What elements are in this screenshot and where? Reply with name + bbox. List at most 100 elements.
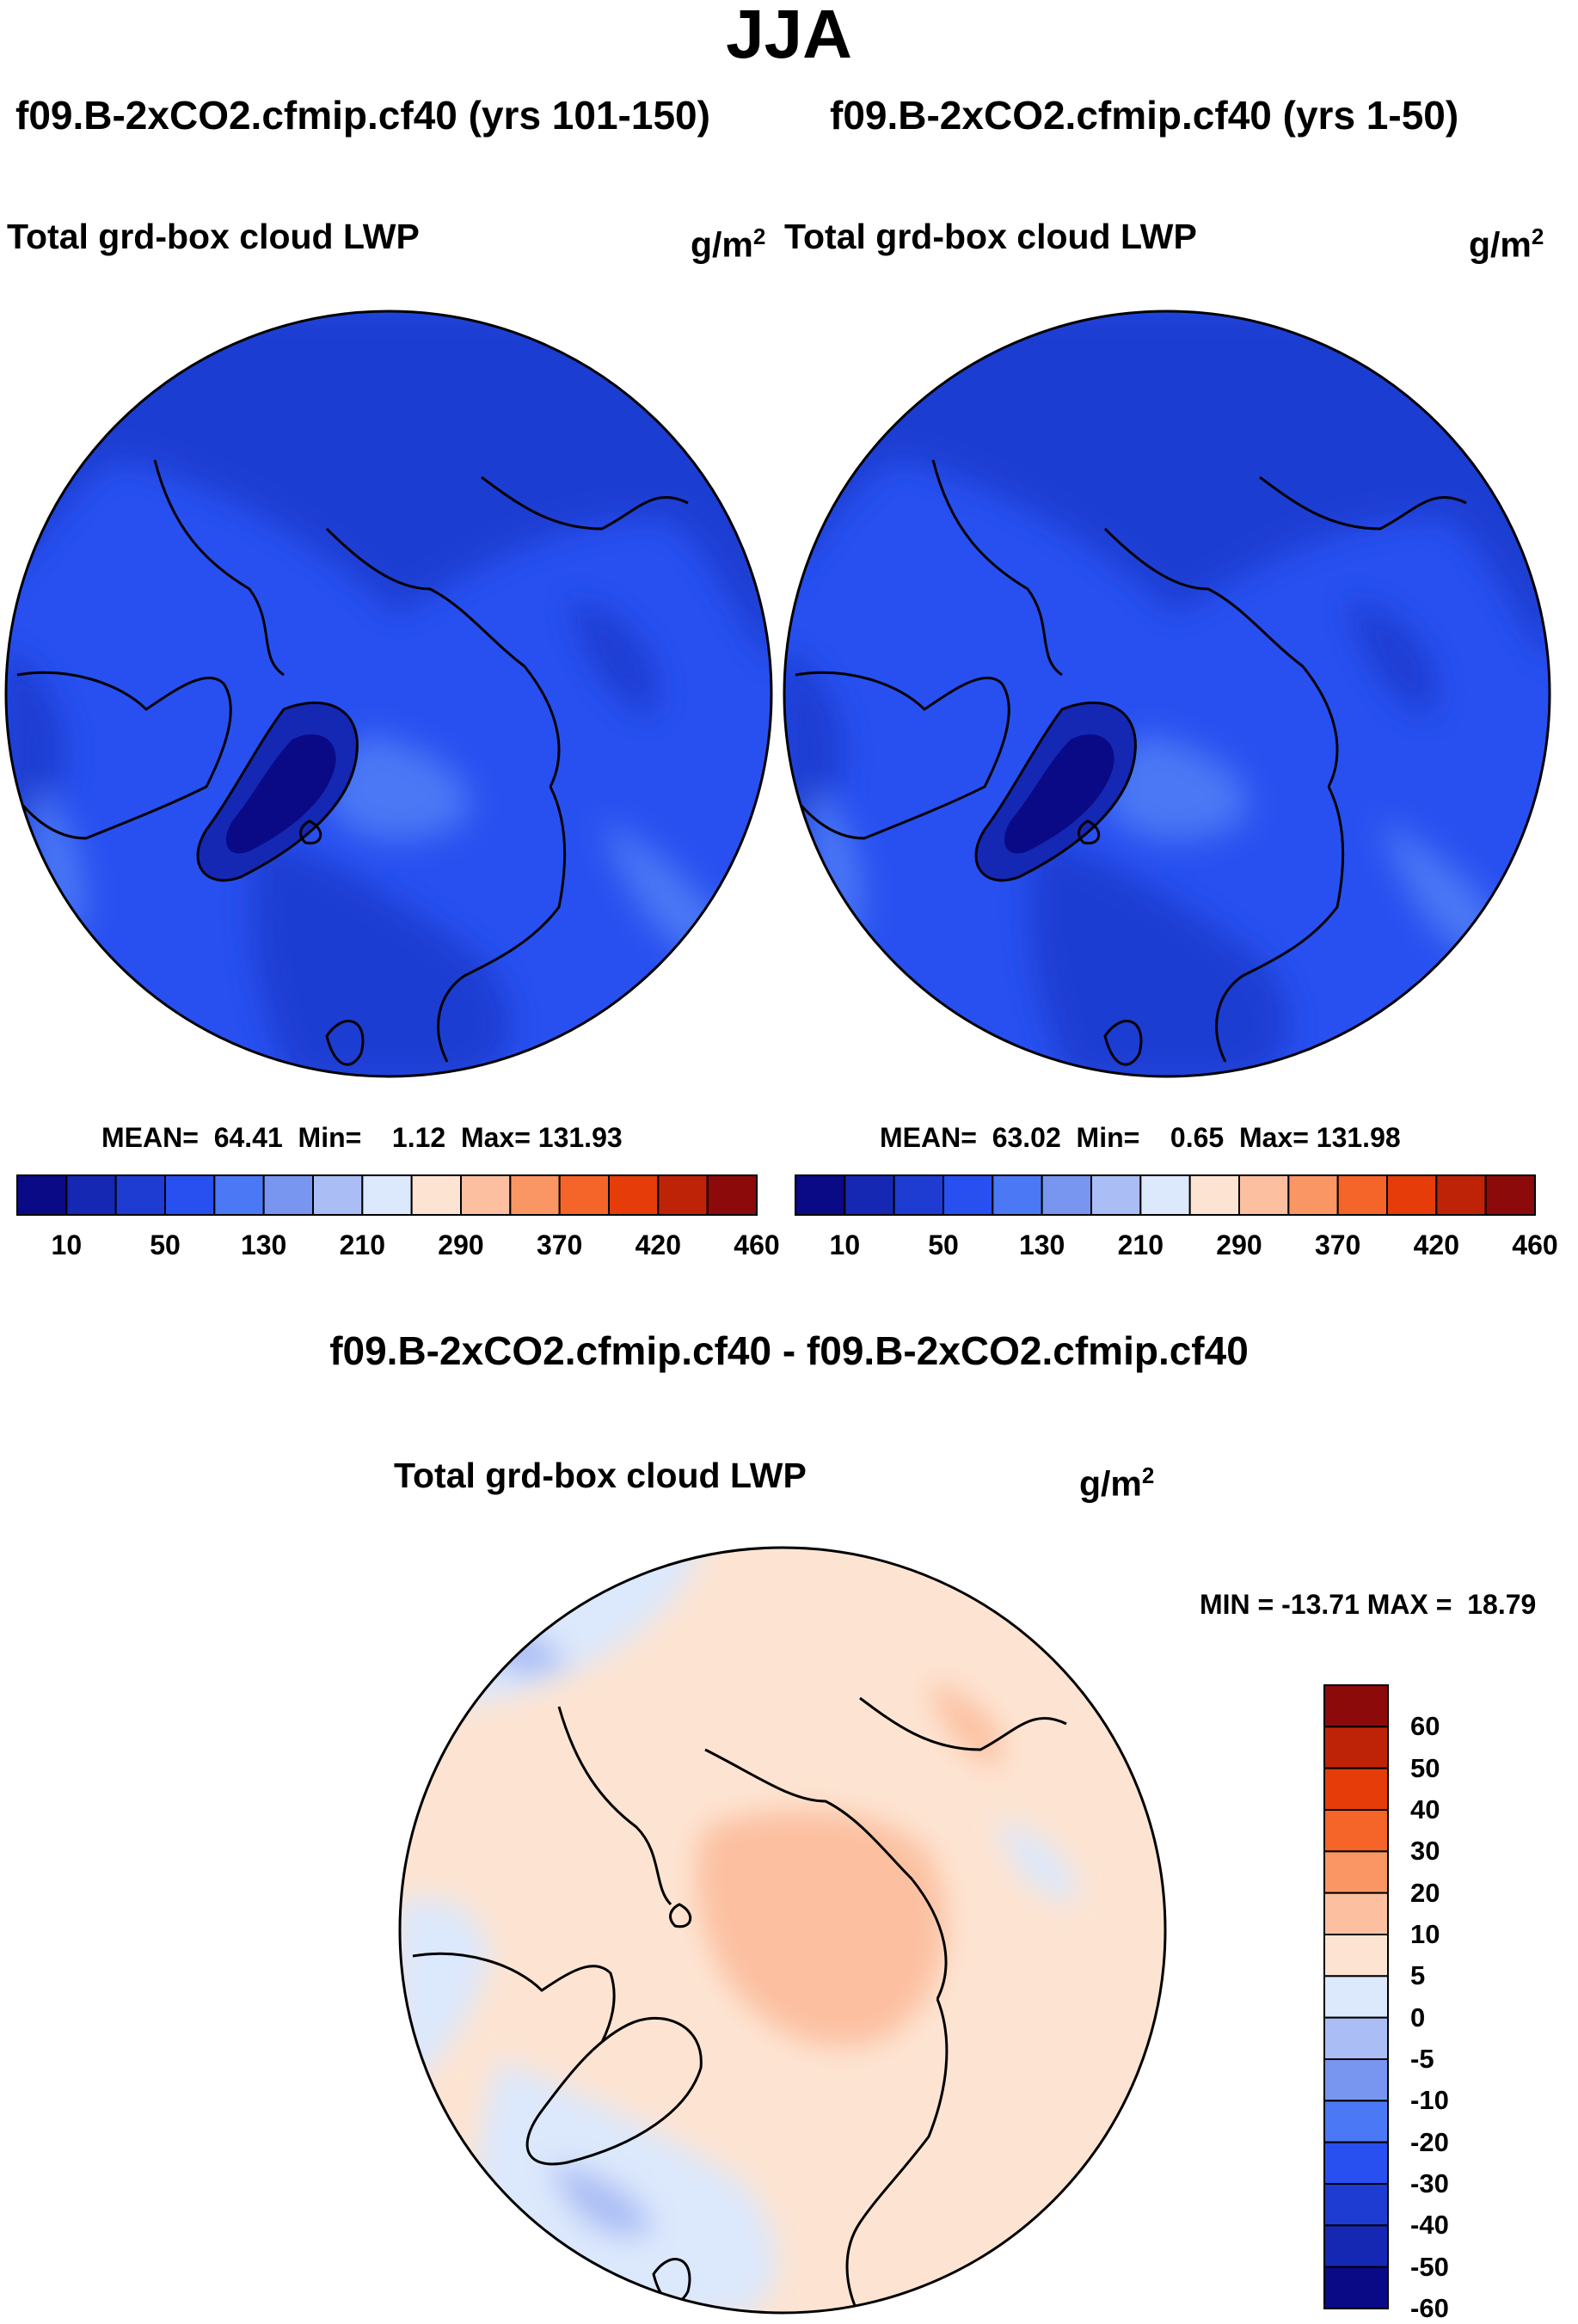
colorbar-cells xyxy=(795,1174,1537,1216)
diff-region-positive-arctic xyxy=(696,1810,946,2047)
colorbar-cell xyxy=(361,1174,413,1216)
colorbar-cell xyxy=(608,1174,660,1216)
colorbar-tick-label: 460 xyxy=(734,1229,780,1260)
colorbar-cell xyxy=(1336,1174,1389,1216)
colorbar-tick-label: 30 xyxy=(1410,1836,1440,1867)
colorbar-cell xyxy=(844,1174,895,1216)
colorbar-cell xyxy=(16,1174,68,1216)
colorbar-tick-label: 210 xyxy=(339,1229,386,1260)
colorbar-tick-label: 0 xyxy=(1410,2002,1426,2033)
colorbar-tick-label: 210 xyxy=(1117,1229,1164,1260)
colorbar-cell xyxy=(1323,1809,1389,1853)
colorbar-tick-label: 50 xyxy=(1410,1752,1440,1783)
map-boundary-circle xyxy=(398,1546,1167,2315)
colorbar-cell xyxy=(1287,1174,1339,1216)
colorbar-tick-label: 130 xyxy=(240,1229,287,1260)
colorbar-tick-label: 60 xyxy=(1410,1711,1440,1742)
lwp-region-south xyxy=(251,838,512,1076)
lwp-region-atlantic xyxy=(327,735,470,840)
colorbar-cell xyxy=(1323,2224,1389,2268)
colorbar-cell xyxy=(509,1174,561,1216)
colorbar-tick-label: 5 xyxy=(1410,1960,1426,1991)
colorbar-tick-label: -30 xyxy=(1410,2168,1449,2198)
colorbar-cell xyxy=(1386,1174,1438,1216)
colorbar-tick-label: 460 xyxy=(1512,1229,1558,1260)
colorbar-tick-label: -5 xyxy=(1410,2044,1434,2074)
lwp-region-atlantic xyxy=(1105,735,1248,840)
colorbar-cell xyxy=(1323,1684,1389,1728)
lwp-region-north xyxy=(784,311,1550,666)
panel-1-variable-label: Total grd-box cloud LWP xyxy=(7,217,420,256)
colorbar-cell xyxy=(1188,1174,1240,1216)
colorbar-cell xyxy=(943,1174,994,1216)
colorbar-tick-label: -50 xyxy=(1410,2251,1449,2282)
colorbar-cell xyxy=(1041,1174,1092,1216)
panel-2-colorbar-labels: 10 50 130 210 290 370 420 460 xyxy=(794,1229,1558,1264)
panel-2-stats: MEAN= 63.02 Min= 0.65 Max= 131.98 xyxy=(880,1122,1401,1153)
colorbar-cell xyxy=(1435,1174,1487,1216)
colorbar-tick-label: 20 xyxy=(1410,1877,1440,1908)
colorbar-tick-label: 290 xyxy=(1216,1229,1262,1260)
colorbar-cells xyxy=(1323,1684,1389,2310)
panel-1-colorbar-labels: 10 50 130 210 290 370 420 460 xyxy=(15,1229,780,1264)
diff-panel-polar-map xyxy=(398,1546,1167,2315)
panel-2-units: g/m2 xyxy=(1469,224,1544,265)
lwp-region-eurasia xyxy=(568,598,659,718)
colorbar-cell xyxy=(1323,2058,1389,2102)
panel-1-stats: MEAN= 64.41 Min= 1.12 Max= 131.93 xyxy=(101,1122,623,1153)
colorbar-tick-label: -60 xyxy=(1410,2293,1449,2323)
colorbar-tick-label: 10 xyxy=(1410,1919,1440,1949)
colorbar-cell xyxy=(1323,1767,1389,1811)
colorbar-cell xyxy=(1323,2141,1389,2186)
colorbar-cell xyxy=(1323,2100,1389,2143)
colorbar-cell xyxy=(164,1174,216,1216)
colorbar-tick-label: 370 xyxy=(536,1229,583,1260)
coastlines xyxy=(412,1696,1067,2313)
panel-1-units: g/m2 xyxy=(691,224,766,265)
colorbar-cell xyxy=(1139,1174,1191,1216)
colorbar-tick-label: 50 xyxy=(150,1229,181,1260)
diff-region-positive-north xyxy=(929,1681,1003,1767)
colorbar-cell xyxy=(1090,1174,1142,1216)
panel-1-polar-map xyxy=(4,310,773,1078)
colorbar-cell xyxy=(1238,1174,1290,1216)
colorbar-cell xyxy=(1323,2183,1389,2227)
panel-2-variable-label: Total grd-box cloud LWP xyxy=(784,217,1197,256)
figure-title: JJA xyxy=(726,0,852,72)
colorbar-cell xyxy=(657,1174,709,1216)
colorbar-tick-label: 10 xyxy=(51,1229,83,1260)
colorbar-cell xyxy=(1323,1850,1389,1894)
colorbar-cell xyxy=(558,1174,611,1216)
colorbar-tick-label: 130 xyxy=(1018,1229,1065,1260)
map-boundary-circle xyxy=(783,310,1551,1078)
colorbar-cell xyxy=(460,1174,512,1216)
colorbar-tick-label: -20 xyxy=(1410,2126,1449,2157)
colorbar-tick-label: -40 xyxy=(1410,2210,1449,2241)
colorbar-tick-label: 10 xyxy=(829,1229,861,1260)
colorbar-tick-label: 290 xyxy=(438,1229,484,1260)
colorbar-tick-label: 420 xyxy=(635,1229,682,1260)
panel-1-run-title: f09.B-2xCO2.cfmip.cf40 (yrs 101-150) xyxy=(15,93,710,138)
colorbar-cell xyxy=(706,1174,758,1216)
colorbar-cell xyxy=(1323,1726,1389,1769)
colorbar-tick-label: 40 xyxy=(1410,1794,1440,1824)
colorbar-cell xyxy=(1484,1174,1537,1216)
coastlines xyxy=(785,459,1467,1076)
colorbar-cell xyxy=(893,1174,944,1216)
diff-region-negative-west xyxy=(400,1898,490,2094)
lwp-region-north xyxy=(6,311,771,666)
colorbar-tick-label: 50 xyxy=(928,1229,959,1260)
diff-colorbar-labels: 60 50 40 30 20 10 5 0 -5 -10 -20 -30 -40 -50 -60 xyxy=(1410,1683,1479,2323)
diff-colorbar xyxy=(1323,1684,1389,2310)
diff-region-negative-south-strong xyxy=(550,2162,654,2237)
colorbar-cell xyxy=(213,1174,265,1216)
colorbar-cell xyxy=(65,1174,117,1216)
colorbar-cell xyxy=(410,1174,462,1216)
colorbar-tick-label: 370 xyxy=(1314,1229,1361,1260)
colorbar-cell xyxy=(114,1174,166,1216)
diff-panel-title: f09.B-2xCO2.cfmip.cf40 - f09.B-2xCO2.cfm… xyxy=(329,1328,1249,1373)
diff-panel-variable-label: Total grd-box cloud LWP xyxy=(394,1456,807,1495)
colorbar-cell xyxy=(312,1174,364,1216)
colorbar-cell xyxy=(795,1174,846,1216)
colorbar-tick-label: -10 xyxy=(1410,2085,1449,2116)
